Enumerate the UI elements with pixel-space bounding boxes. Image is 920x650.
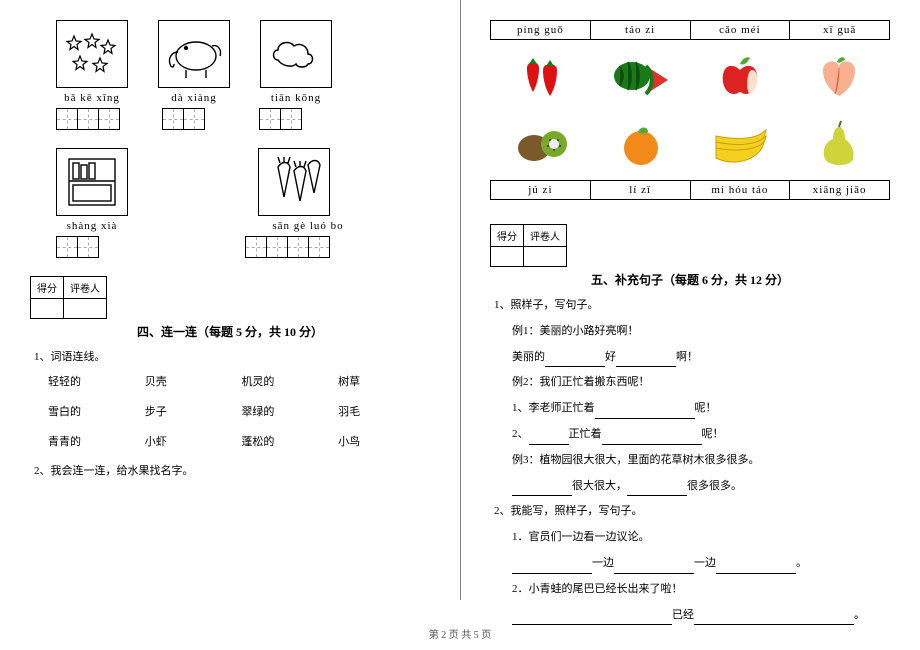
- q1-label: 1、词语连线。: [34, 348, 430, 364]
- writing-grid: [162, 108, 205, 130]
- blank[interactable]: [602, 431, 702, 445]
- fruit-peach-icon: [789, 46, 888, 104]
- blank[interactable]: [595, 405, 695, 419]
- scorer-label: 评卷人: [524, 225, 567, 247]
- fruit-orange-icon: [591, 116, 690, 174]
- fruit-label: xī guā: [789, 20, 890, 40]
- score-label: 得分: [31, 277, 64, 299]
- writing-grid: [56, 236, 99, 258]
- s5-line1: 美丽的好啊！: [494, 348, 890, 368]
- writing-grid: [245, 236, 330, 258]
- fruit-watermelon-icon: [591, 46, 690, 104]
- match-row: 青青的小虾蓬松的小鸟: [30, 430, 430, 452]
- row2-grids: [56, 236, 430, 258]
- score-label: 得分: [491, 225, 524, 247]
- fruit-label: cǎo méi: [690, 20, 791, 40]
- blank[interactable]: [614, 560, 694, 574]
- fruit-label: jú zi: [490, 180, 591, 200]
- blank[interactable]: [716, 560, 796, 574]
- s5-ex2: 例2：我们正忙着搬东西呢！: [494, 373, 890, 393]
- row1-grids: [56, 108, 430, 130]
- blank[interactable]: [512, 611, 672, 625]
- fruit-row-1: [490, 40, 890, 110]
- s5-ex1: 例1：美丽的小路好亮啊！: [494, 322, 890, 342]
- img-bookshelf: [56, 148, 128, 216]
- s5-sub1-blank: 一边一边。: [494, 554, 890, 574]
- writing-grid: [56, 108, 120, 130]
- blank[interactable]: [512, 482, 572, 496]
- img-stars: [56, 20, 128, 88]
- blank[interactable]: [512, 560, 592, 574]
- fruit-apple-icon: [690, 46, 789, 104]
- row2-images: [56, 148, 430, 216]
- fruit-row-2: [490, 110, 890, 180]
- fruit-kiwi-icon: [492, 116, 591, 174]
- left-column: bǎ kē xīng dà xiàng tiān kōng: [0, 0, 460, 620]
- s5-ex3: 例3：植物园很大很大，里面的花草树木很多很多。: [494, 451, 890, 471]
- fruit-pear-icon: [789, 116, 888, 174]
- row1-images: [56, 20, 430, 88]
- column-divider: [460, 0, 461, 600]
- caption: bǎ kē xīng: [56, 92, 128, 104]
- s5-sub2-blank: 已经。: [494, 606, 890, 626]
- caption: shàng xià: [56, 220, 128, 232]
- s5-sub1: 1．官员们一边看一边议论。: [494, 528, 890, 548]
- fruit-strawberry-icon: [492, 46, 591, 104]
- fruit-label: píng guǒ: [490, 20, 591, 40]
- img-cloud: [260, 20, 332, 88]
- match-row: 雪白的步子翠绿的羽毛: [30, 400, 430, 422]
- scorer-label: 评卷人: [64, 277, 107, 299]
- s5-q1: 1、照样子，写句子。: [494, 296, 890, 316]
- writing-grid: [259, 108, 302, 130]
- blank[interactable]: [616, 353, 676, 367]
- blank[interactable]: [529, 431, 569, 445]
- fruit-label: táo zi: [590, 20, 691, 40]
- score-box: 得分评卷人: [490, 224, 567, 267]
- fruit-labels-top: píng guǒ táo zi cǎo méi xī guā: [490, 20, 890, 40]
- fruit-label: xiāng jiāo: [789, 180, 890, 200]
- caption: sān gè luó bo: [258, 220, 358, 232]
- blank[interactable]: [545, 353, 605, 367]
- s5-line2: 1、李老师正忙着呢！: [494, 399, 890, 419]
- score-box: 得分评卷人: [30, 276, 107, 319]
- blank[interactable]: [627, 482, 687, 496]
- section4-title: 四、连一连（每题 5 分，共 10 分）: [30, 323, 430, 340]
- row1-captions: bǎ kē xīng dà xiàng tiān kōng: [56, 92, 430, 104]
- fruit-label: lí zǐ: [590, 180, 691, 200]
- right-column: píng guǒ táo zi cǎo méi xī guā: [460, 0, 920, 620]
- caption: dà xiàng: [158, 92, 230, 104]
- blank[interactable]: [694, 611, 854, 625]
- fruit-labels-bottom: jú zi lí zǐ mí hóu táo xiāng jiāo: [490, 180, 890, 200]
- fruit-banana-icon: [690, 116, 789, 174]
- q2-label: 2、我会连一连，给水果找名字。: [34, 462, 430, 478]
- s5-q2: 2、我能写，照样子，写句子。: [494, 502, 890, 522]
- s5-line3: 2、正忙着呢！: [494, 425, 890, 445]
- match-row: 轻轻的贝壳机灵的树草: [30, 370, 430, 392]
- s5-sub2: 2．小青蛙的尾巴已经长出来了啦！: [494, 580, 890, 600]
- section5-title: 五、补充句子（每题 6 分，共 12 分）: [490, 271, 890, 288]
- img-elephant: [158, 20, 230, 88]
- row2-captions: shàng xià sān gè luó bo: [56, 220, 430, 232]
- img-carrots: [258, 148, 330, 216]
- s5-line4: 很大很大，很多很多。: [494, 477, 890, 497]
- fruit-label: mí hóu táo: [690, 180, 791, 200]
- caption: tiān kōng: [260, 92, 332, 104]
